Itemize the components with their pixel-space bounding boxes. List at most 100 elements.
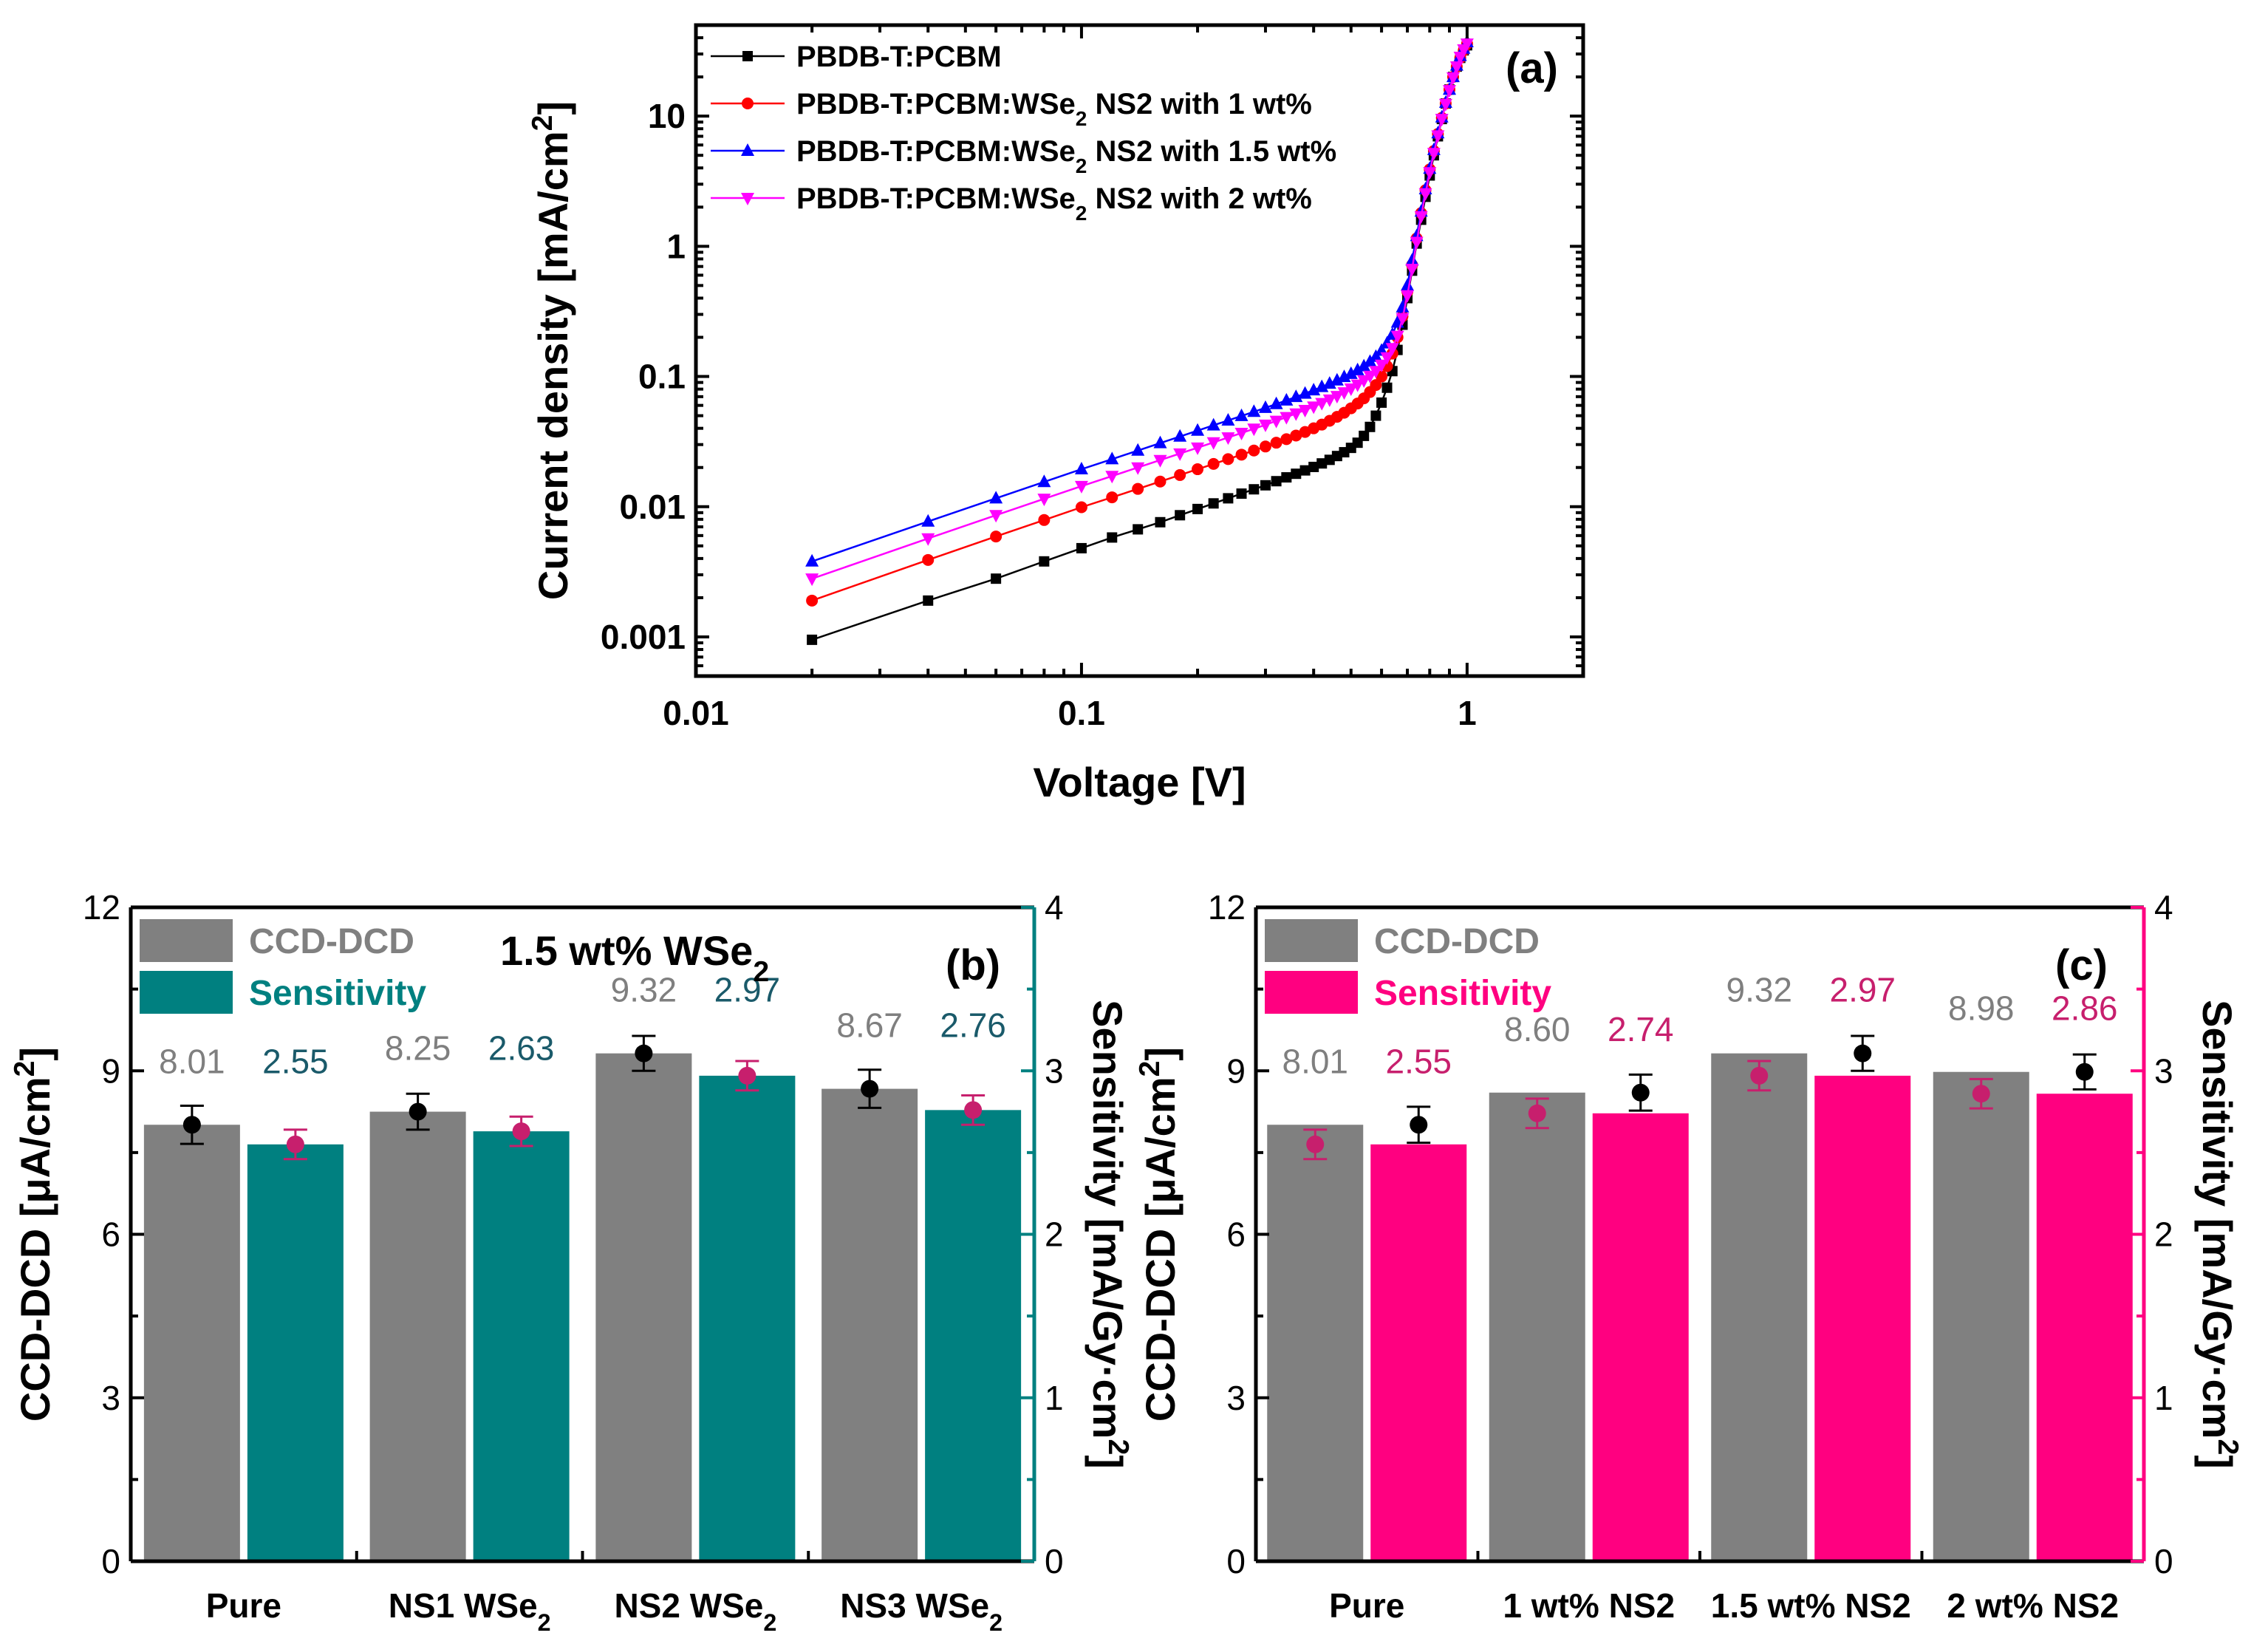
panel-c-chart: 8.01 2.55 Pure 8.60 2.74 1 wt% NS2 9.32 2.97 1.5…: [1134, 888, 2244, 1625]
data-point-s3-4: [1037, 474, 1051, 488]
data-point-s3-18: [1289, 389, 1303, 403]
data-point-s3-10: [1191, 423, 1205, 436]
left-tick-label-3: 6: [101, 1215, 120, 1254]
data-point-s2-11: [1207, 457, 1220, 470]
data-point-s3-1: [805, 553, 819, 567]
ccd-mean-marker-2: [409, 1102, 427, 1121]
data-point-s4-2: [921, 533, 935, 546]
data-point-s4-24: [1337, 387, 1351, 400]
data-point-s1-10: [1192, 503, 1203, 514]
data-point-s4-38: [1414, 211, 1428, 224]
sensitivity-value-label-4: 2.86: [2052, 989, 2118, 1028]
left-tick-label-1: 0: [101, 1542, 120, 1580]
left-tick-label-2: 3: [1226, 1379, 1246, 1417]
data-point-s3-16: [1269, 396, 1283, 409]
ccd-mean-marker-3: [635, 1044, 653, 1063]
data-point-s3-15: [1258, 400, 1272, 413]
data-point-s4-39: [1418, 188, 1432, 201]
data-point-s2-2: [922, 553, 935, 566]
data-point-s2-3: [990, 531, 1003, 543]
data-point-s1-2: [923, 595, 934, 606]
sensitivity-value-label-1: 2.55: [262, 1042, 329, 1080]
data-point-s1-18: [1291, 468, 1302, 480]
x-tick-label-1: 0.01: [663, 694, 729, 732]
data-point-s3-20: [1307, 383, 1321, 396]
data-point-s4-19: [1298, 405, 1312, 418]
right-tick-label-5: 4: [2154, 888, 2173, 927]
panel-c-label: (c): [2055, 941, 2108, 989]
data-point-s4-41: [1427, 148, 1441, 161]
data-point-s2-1: [806, 594, 819, 607]
data-point-s4-27: [1357, 375, 1371, 388]
data-point-s3-6: [1105, 451, 1119, 465]
data-point-s1-5: [1076, 542, 1087, 553]
data-point-s4-46: [1446, 72, 1460, 85]
category-label-1: Pure: [1329, 1586, 1404, 1625]
ccd-bar-1: [1267, 1125, 1364, 1561]
data-point-s4-45: [1442, 85, 1456, 98]
data-point-s1-14: [1249, 484, 1260, 495]
left-tick-label-2: 3: [101, 1379, 120, 1417]
right-tick-label-2: 1: [1045, 1379, 1064, 1417]
ccd-bar-4: [1933, 1071, 2029, 1561]
data-point-s3-24: [1337, 369, 1351, 383]
data-point-s3-34: [1396, 299, 1410, 313]
legend-label-sensitivity: Sensitivity: [249, 974, 426, 1013]
data-point-s2-29: [1370, 379, 1382, 392]
sensitivity-mean-marker-1: [286, 1135, 304, 1153]
left-tick-label-5: 12: [83, 888, 120, 927]
sensitivity-bar-1: [1370, 1144, 1467, 1561]
sensitivity-value-label-2: 2.74: [1608, 1010, 1674, 1048]
data-point-s3-9: [1173, 429, 1187, 442]
data-point-s1-12: [1223, 493, 1234, 504]
data-point-s1-31: [1381, 382, 1393, 393]
panel-note: 1.5 wt% WSe2: [500, 927, 769, 988]
data-point-s1-29: [1370, 410, 1381, 421]
data-point-s1-17: [1281, 472, 1292, 483]
panel-a-chart: 0.01 0.1 1 0.001 0.01 0.1 1 10 Voltage [V] Curren…: [527, 23, 1585, 805]
data-point-s1-27: [1359, 430, 1370, 441]
data-point-s2-12: [1222, 453, 1234, 465]
data-point-s4-13: [1234, 428, 1249, 441]
sensitivity-mean-marker-4: [964, 1101, 983, 1119]
ccd-value-label-4: 8.98: [1948, 989, 2015, 1028]
sensitivity-value-label-3: 2.97: [714, 971, 781, 1009]
left-tick-label-4: 9: [101, 1051, 120, 1090]
legend-swatch-sensitivity: [1265, 971, 1358, 1014]
category-label-4: NS3 WSe2: [840, 1586, 1003, 1636]
sensitivity-mean-marker-3: [1750, 1066, 1769, 1085]
data-point-s3-23: [1330, 372, 1344, 386]
sensitivity-mean-marker-1: [1306, 1135, 1325, 1153]
panel-b-chart: 8.01 2.55 Pure 8.25 2.63 NS1 WSe2 9.32 2.97 NS2 …: [9, 888, 1135, 1636]
data-point-s1-13: [1236, 488, 1247, 499]
data-point-s2-13: [1235, 448, 1248, 461]
data-point-s3-19: [1298, 386, 1312, 399]
legend-entry-1: PBDB-T:PCBM: [796, 41, 1002, 73]
category-label-2: NS1 WSe2: [389, 1586, 551, 1636]
data-point-s2-14: [1248, 444, 1260, 457]
data-point-s4-10: [1191, 442, 1205, 455]
ccd-bar-1: [143, 1125, 240, 1561]
left-tick-label-4: 9: [1226, 1051, 1246, 1090]
data-point-s1-6: [1107, 532, 1118, 543]
data-point-s2-16: [1270, 437, 1282, 449]
legend-label-sensitivity: Sensitivity: [1374, 974, 1551, 1013]
sensitivity-value-label-4: 2.76: [940, 1006, 1006, 1045]
sensitivity-mean-marker-4: [1972, 1085, 1990, 1103]
ccd-value-label-3: 9.32: [1726, 971, 1792, 1009]
data-point-s3-36: [1405, 253, 1419, 266]
ccd-mean-marker-1: [1410, 1116, 1428, 1134]
right-axis-title: Sensitivity [mA/Gy·cm2]: [2194, 1000, 2244, 1469]
right-tick-label-4: 3: [2154, 1051, 2173, 1090]
data-point-s4-31: [1380, 352, 1394, 365]
ccd-mean-marker-3: [1854, 1044, 1872, 1063]
left-tick-label-5: 12: [1208, 888, 1246, 927]
category-label-2: 1 wt% NS2: [1503, 1586, 1675, 1625]
data-point-s4-36: [1405, 264, 1419, 277]
ccd-value-label-4: 8.67: [836, 1006, 903, 1045]
data-point-s4-34: [1396, 313, 1410, 326]
sensitivity-value-label-1: 2.55: [1385, 1042, 1452, 1080]
ccd-bar-2: [369, 1111, 466, 1561]
data-point-s4-26: [1350, 379, 1364, 392]
right-tick-label-4: 3: [1045, 1051, 1064, 1090]
